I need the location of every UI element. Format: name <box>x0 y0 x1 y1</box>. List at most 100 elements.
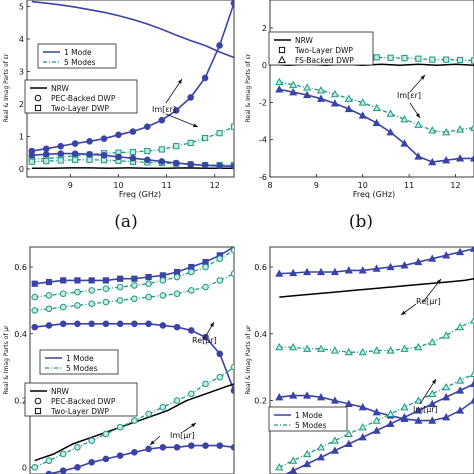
data-point <box>131 449 138 456</box>
data-point <box>57 157 64 164</box>
x-tick-label: 10 <box>113 181 123 190</box>
legend-label: Two-Layer DWP <box>50 407 109 416</box>
y-tick-label: 1 <box>19 132 24 141</box>
data-point <box>386 128 395 136</box>
data-point <box>131 320 138 328</box>
annotation-arrow <box>165 78 183 104</box>
y-tick-label: 4 <box>19 35 24 44</box>
data-point <box>442 128 451 136</box>
data-point <box>387 54 394 61</box>
data-point <box>172 107 180 114</box>
data-point <box>88 320 95 328</box>
data-point <box>469 379 474 387</box>
legend-label: 5 Modes <box>66 364 98 373</box>
annotation-arrow <box>165 113 199 128</box>
data-point <box>289 466 298 474</box>
data-point <box>59 303 67 311</box>
data-point <box>188 287 195 294</box>
data-point <box>159 277 167 284</box>
data-point <box>42 145 50 153</box>
data-point <box>456 56 464 64</box>
x-tick-label: 12 <box>210 181 220 190</box>
data-point <box>187 139 194 146</box>
data-point <box>86 150 93 158</box>
data-point <box>428 126 437 134</box>
legend-label: 1 Mode <box>66 354 94 363</box>
data-point <box>31 323 39 331</box>
data-point <box>303 459 312 468</box>
data-point <box>74 288 81 296</box>
annotation-label: Im[μr] <box>413 405 438 414</box>
legend-label: Two-Layer DWP <box>294 46 353 55</box>
data-point <box>129 148 137 156</box>
data-point <box>442 392 451 401</box>
data-point <box>414 406 423 414</box>
series-group <box>31 247 234 474</box>
data-point <box>456 154 465 162</box>
plot-area <box>269 246 474 474</box>
data-point <box>202 134 209 142</box>
data-point <box>116 320 124 328</box>
annotation-label: Re[μr] <box>192 336 217 345</box>
data-point <box>100 135 108 142</box>
data-point <box>42 150 50 158</box>
data-point <box>216 162 223 170</box>
data-point <box>116 423 124 431</box>
series-line <box>31 0 234 59</box>
annotation-arrowhead <box>209 322 214 327</box>
x-tick-label: 10 <box>358 181 368 190</box>
data-point <box>373 54 380 61</box>
data-point <box>358 433 367 441</box>
y-tick-label: 0.6 <box>14 263 27 272</box>
data-point <box>45 278 53 286</box>
data-point <box>159 403 167 411</box>
y-tick-label: 0.2 <box>254 397 267 406</box>
data-point <box>358 111 367 119</box>
data-point <box>414 342 423 351</box>
data-point <box>45 305 53 313</box>
data-point <box>372 408 381 416</box>
data-point <box>442 251 451 259</box>
legend-box <box>24 79 138 114</box>
y-tick-label: -4 <box>259 136 267 145</box>
legend-swatch <box>277 55 287 64</box>
annotation-arrowhead <box>150 440 155 445</box>
data-point <box>289 391 298 399</box>
data-point <box>201 74 209 82</box>
data-point <box>216 373 224 381</box>
data-point <box>414 120 423 128</box>
y-tick-label: -2 <box>259 98 267 107</box>
data-point <box>202 380 209 388</box>
data-point <box>358 98 367 106</box>
data-point <box>230 123 234 130</box>
data-point <box>400 115 409 123</box>
data-point <box>358 402 367 411</box>
data-point <box>74 443 81 451</box>
data-point <box>386 262 395 271</box>
data-point <box>316 392 326 401</box>
data-point <box>230 363 234 371</box>
data-point <box>469 396 474 404</box>
data-point <box>100 151 108 159</box>
data-point <box>358 423 367 431</box>
chart-panel-4: 0.2 0.4 0.6 Real & Imag Parts of μr 1 Mode5 … <box>245 246 474 474</box>
legend-box <box>39 349 119 375</box>
data-point <box>330 396 339 404</box>
data-point <box>188 390 195 398</box>
data-point <box>102 285 110 293</box>
data-point <box>372 346 381 354</box>
data-point <box>173 397 181 404</box>
data-point <box>158 146 165 153</box>
y-tick-label: 0 <box>22 463 27 472</box>
data-point <box>469 316 474 324</box>
data-point <box>428 254 437 262</box>
data-point <box>442 413 451 421</box>
data-point <box>230 247 234 254</box>
data-point <box>344 399 353 407</box>
y-tick-label: 0.6 <box>254 263 267 272</box>
y-axis-label: Real & Imag Parts of εr <box>3 53 10 122</box>
legend-label: 5 Modes <box>295 421 327 430</box>
